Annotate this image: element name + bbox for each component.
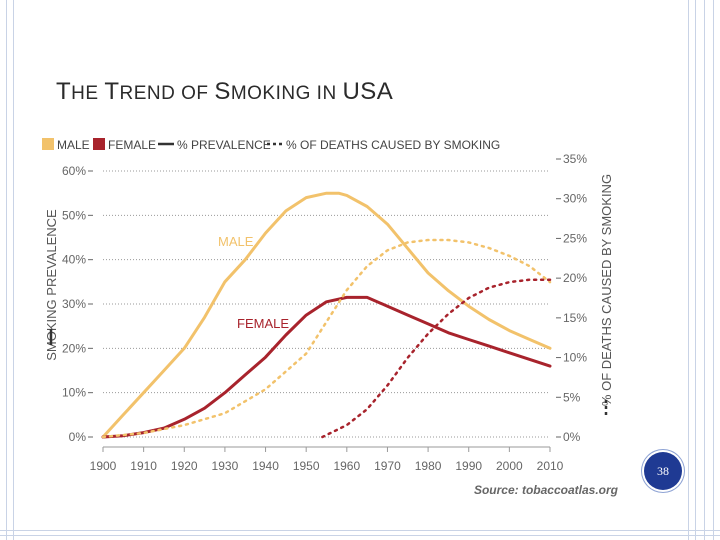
series-lines — [101, 191, 552, 439]
legend-female-swatch — [93, 138, 105, 150]
female-deaths-line — [321, 278, 552, 439]
page-number-badge: 38 — [644, 452, 682, 490]
right-axis-label: % OF DEATHS CAUSED BY SMOKING — [599, 174, 614, 406]
gridlines — [103, 170, 550, 438]
source-note: Source: tobaccoatlas.org — [474, 483, 619, 497]
left-axis-ticks: 0% 10% 20% 30% 40% 50% 60% — [62, 164, 93, 444]
x-tick-label: 1960 — [333, 459, 360, 473]
legend-male-label: MALE — [57, 138, 90, 152]
male-deaths-line — [101, 238, 552, 439]
male-series-label: MALE — [218, 234, 254, 249]
left-tick-label: 20% — [62, 341, 86, 355]
x-tick-label: 1920 — [171, 459, 198, 473]
x-tick-label: 2010 — [537, 459, 564, 473]
right-tick-label: 35% — [563, 152, 587, 166]
right-tick-label: 25% — [563, 231, 587, 245]
female-series-label: FEMALE — [237, 316, 289, 331]
slide-frame-right — [688, 0, 714, 540]
x-tick-label: 1950 — [293, 459, 320, 473]
right-tick-label: 20% — [563, 271, 587, 285]
left-axis-title: SMOKING PREVALENCE — [44, 209, 59, 361]
x-tick-label: 1980 — [415, 459, 442, 473]
right-tick-label: 10% — [563, 351, 587, 365]
left-tick-label: 30% — [62, 297, 86, 311]
x-tick-label: 1990 — [455, 459, 482, 473]
slide-frame-bottom — [0, 530, 720, 536]
legend-male-swatch — [42, 138, 54, 150]
right-tick-label: 5% — [563, 390, 581, 404]
x-tick-label: 1930 — [212, 459, 239, 473]
legend-deaths-label: % OF DEATHS CAUSED BY SMOKING — [286, 138, 500, 152]
left-tick-label: 10% — [62, 386, 86, 400]
x-tick-label: 1970 — [374, 459, 401, 473]
left-axis-label: SMOKING PREVALENCE — [44, 209, 59, 361]
slide-title: THE TREND OF SMOKING IN USA — [56, 78, 394, 105]
legend-prevalence-label: % PREVALENCE — [177, 138, 271, 152]
left-tick-label: 50% — [62, 208, 86, 222]
right-tick-label: 30% — [563, 192, 587, 206]
legend: MALE FEMALE % PREVALENCE % OF DEATHS CAU… — [42, 138, 500, 152]
x-axis-ticks: 1900 1910 1920 1930 1940 1950 1960 1970 1980 1990… — [90, 446, 564, 473]
right-axis-ticks: 0% 5% 10% 15% 20% 25% 30% 35% — [556, 152, 587, 444]
right-axis-title: % OF DEATHS CAUSED BY SMOKING — [599, 174, 614, 406]
x-tick-label: 1900 — [90, 459, 117, 473]
male-prevalence-line — [101, 191, 552, 439]
right-tick-label: 15% — [563, 311, 587, 325]
left-tick-label: 60% — [62, 164, 86, 178]
x-tick-label: 1910 — [130, 459, 157, 473]
legend-female-label: FEMALE — [108, 138, 156, 152]
x-tick-label: 1940 — [252, 459, 279, 473]
left-tick-label: 0% — [69, 430, 87, 444]
left-tick-label: 40% — [62, 253, 86, 267]
right-tick-label: 0% — [563, 430, 581, 444]
female-prevalence-line — [101, 295, 552, 439]
slide-frame-left — [6, 0, 14, 540]
x-tick-label: 2000 — [496, 459, 523, 473]
